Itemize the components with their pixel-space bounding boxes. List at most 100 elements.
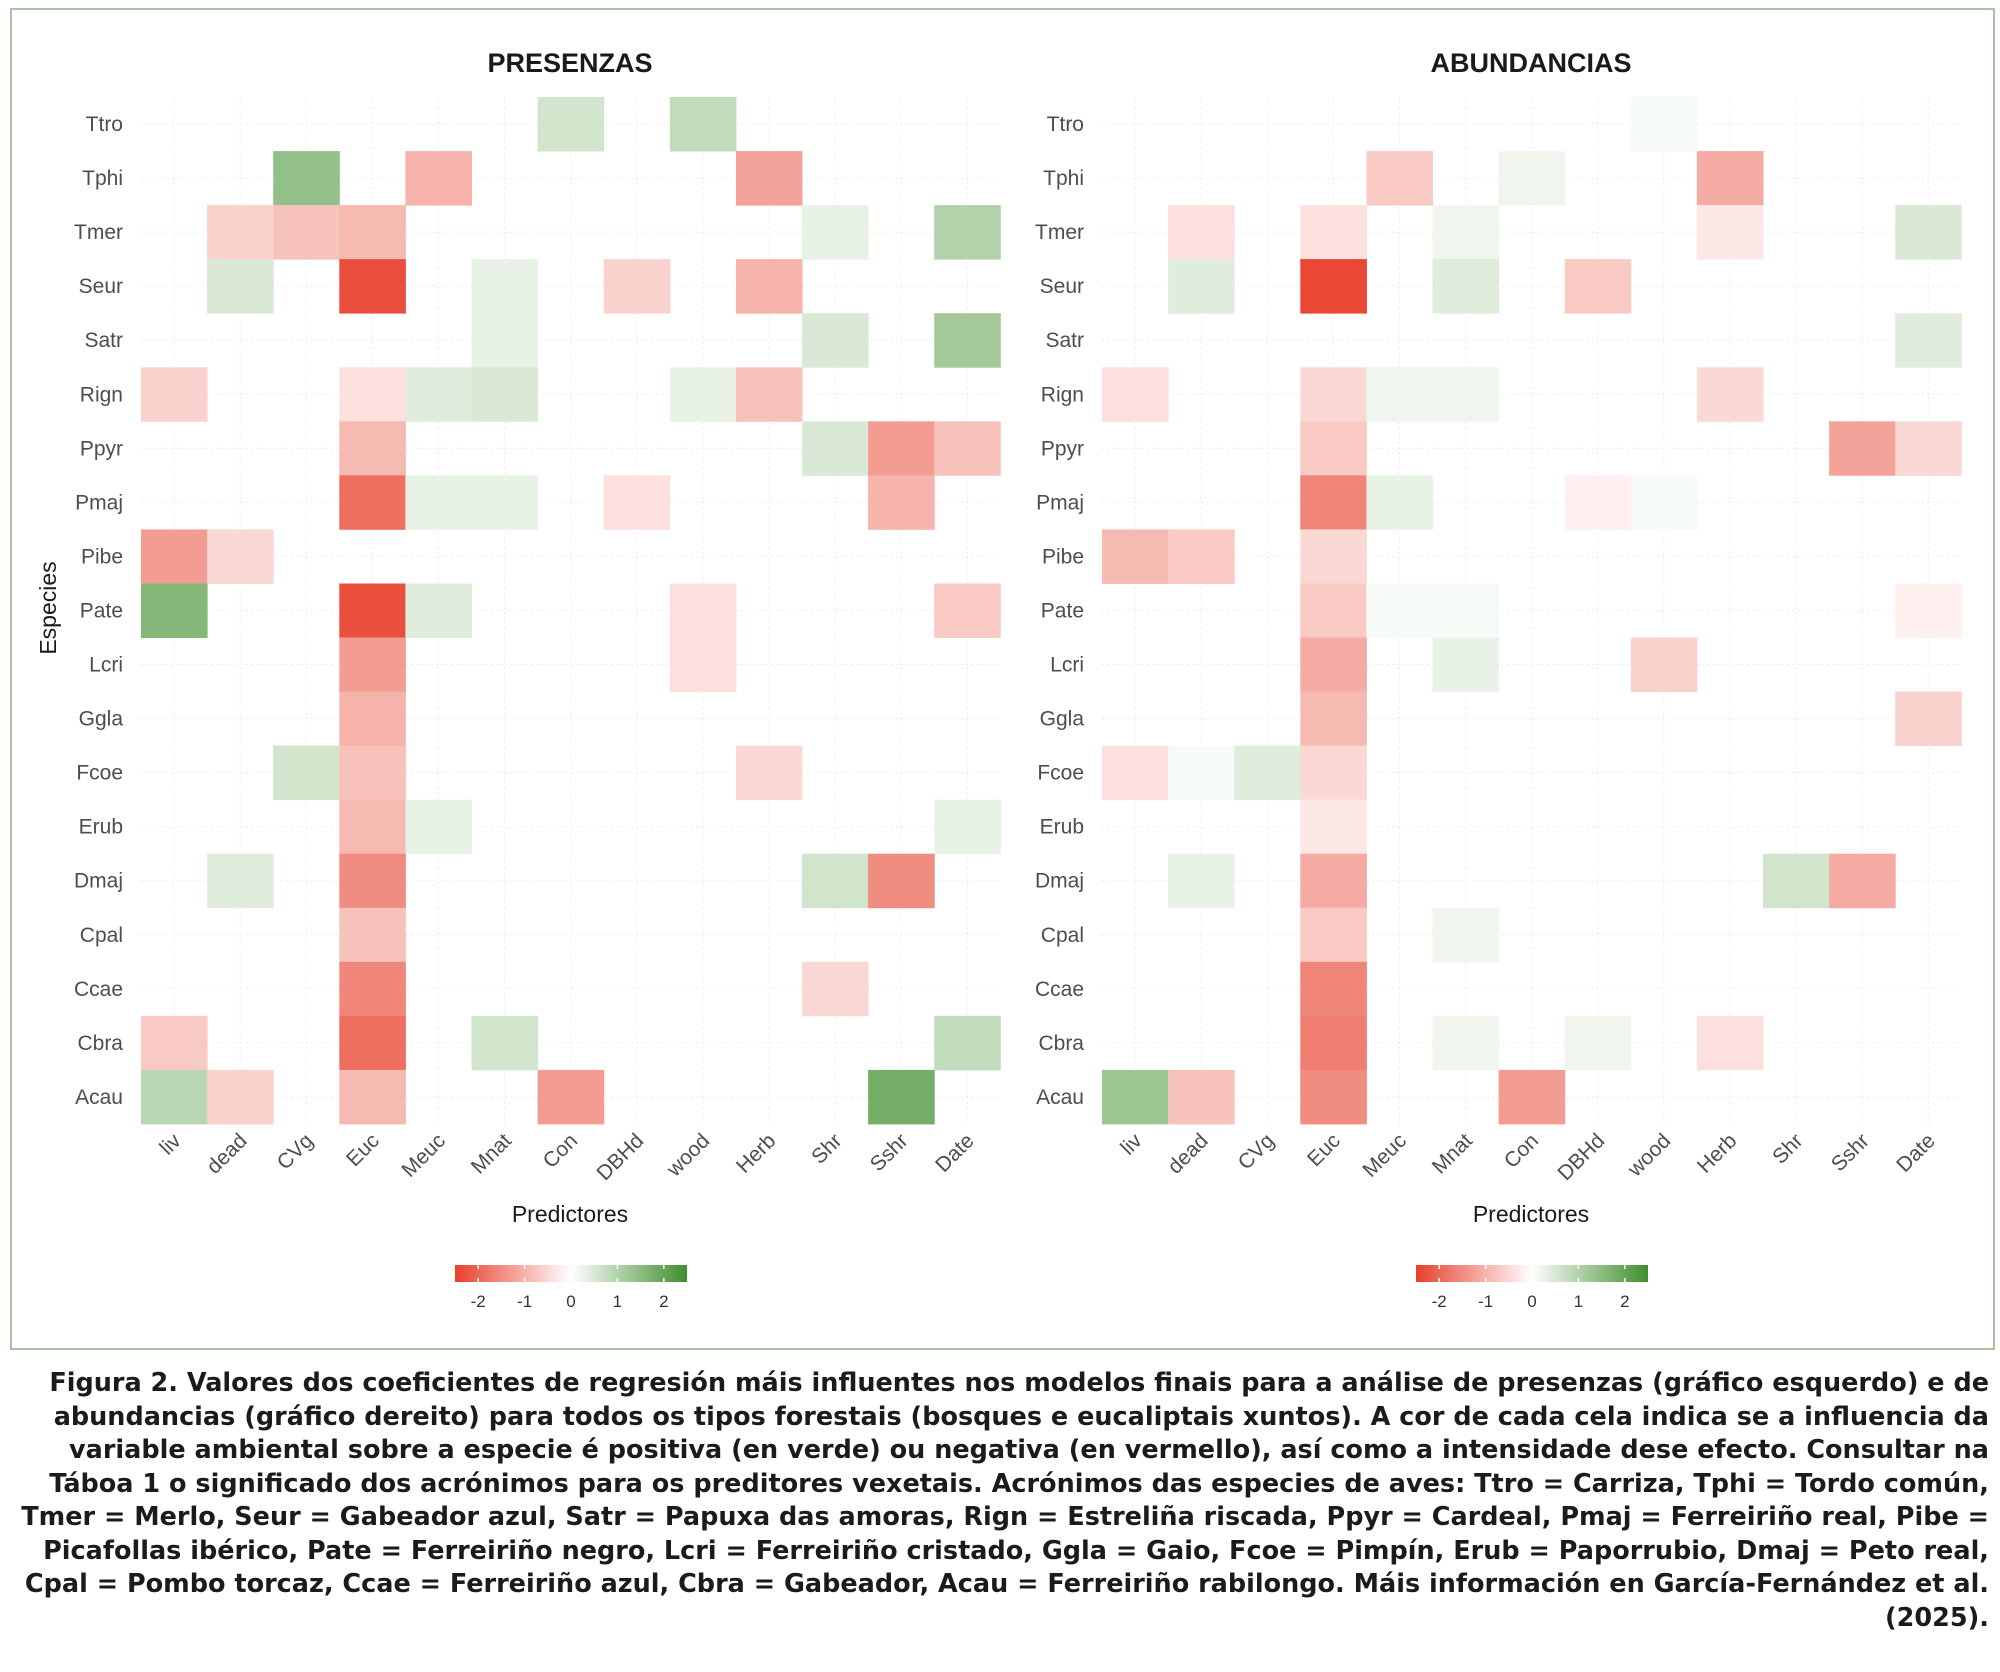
heatmap-cell — [339, 1015, 406, 1071]
colorbar — [1416, 1265, 1648, 1282]
heatmap-cell — [1366, 583, 1433, 638]
heatmap-cell — [868, 1069, 935, 1125]
heatmap-cell — [802, 313, 869, 368]
x-tick-label: DBHd — [592, 1129, 648, 1185]
heatmap-cell — [735, 745, 803, 801]
heatmap-cell — [934, 583, 1001, 638]
y-axis-label: Especies — [35, 561, 61, 654]
heatmap-cell — [141, 1015, 208, 1071]
y-tick-label: Ccae — [74, 978, 123, 1001]
heatmap-cell — [339, 637, 406, 692]
heatmap-cell — [1168, 745, 1235, 801]
x-tick-label: dead — [202, 1129, 251, 1178]
y-tick-label: Cbra — [77, 1032, 123, 1055]
heatmap-cell — [1366, 367, 1433, 422]
heatmap-cell — [141, 367, 208, 422]
heatmap-cell — [1300, 475, 1367, 530]
heatmap-cell — [207, 259, 274, 314]
colorbar-tick-label: -1 — [517, 1292, 532, 1311]
x-tick-label: liv — [1116, 1129, 1147, 1160]
y-tick-label: Satr — [84, 329, 123, 352]
heatmap-cell — [669, 367, 737, 422]
heatmap-cell — [339, 799, 406, 855]
heatmap-cell — [868, 421, 935, 476]
heatmap-cell — [1432, 1015, 1500, 1071]
heatmap-cell — [1630, 637, 1698, 692]
heatmap-cell — [669, 637, 737, 692]
heatmap-cell — [802, 961, 869, 1017]
y-tick-label: Erub — [79, 816, 123, 839]
colorbar-tick-label: 1 — [1574, 1292, 1583, 1311]
heatmap-cell — [1366, 151, 1433, 206]
x-tick-label: Mnat — [1428, 1129, 1477, 1178]
y-tick-label: Cpal — [1041, 924, 1084, 947]
y-tick-label: Ggla — [79, 708, 124, 731]
x-tick-label: Mnat — [467, 1129, 516, 1178]
heatmap-cell — [339, 691, 406, 746]
heatmap-cell — [339, 367, 406, 422]
y-tick-label: Ttro — [86, 113, 123, 136]
heatmap-cell — [339, 205, 406, 260]
x-tick-label: Con — [539, 1129, 583, 1173]
heatmap-cell — [1234, 745, 1301, 801]
y-tick-label: Rign — [1041, 383, 1084, 406]
heatmap-cell — [1895, 205, 1962, 260]
figure-caption: Figura 2. Valores dos coeficientes de re… — [21, 1368, 1989, 1633]
heatmap-cell — [1300, 529, 1367, 584]
y-tick-label: Tmer — [1035, 221, 1084, 244]
y-tick-label: Tphi — [82, 167, 123, 190]
heatmap-cell — [339, 853, 406, 909]
heatmap-cell — [934, 421, 1001, 476]
heatmap-cell — [934, 799, 1001, 855]
x-tick-label: Euc — [342, 1129, 384, 1171]
y-tick-label: Fcoe — [76, 762, 123, 785]
x-tick-label: DBHd — [1553, 1129, 1609, 1185]
heatmap-cell — [934, 1015, 1001, 1071]
heatmap-cell — [1168, 529, 1235, 584]
heatmap-cell — [1168, 259, 1235, 314]
heatmap-cell — [735, 367, 803, 422]
y-tick-label: Pate — [80, 600, 123, 623]
y-tick-label: Ppyr — [80, 437, 123, 460]
heatmap-cell — [669, 97, 737, 152]
heatmap-cell — [339, 1069, 406, 1125]
heatmap-cell — [1564, 259, 1632, 314]
heatmap-cell — [934, 205, 1001, 260]
chart-title: PRESENZAS — [487, 48, 652, 78]
heatmap-cell — [934, 313, 1001, 368]
y-tick-label: Seur — [79, 275, 123, 298]
heatmap-cell — [207, 205, 274, 260]
heatmap-cell — [1168, 853, 1235, 909]
y-tick-label: Pmaj — [75, 491, 123, 514]
x-tick-label: Meuc — [397, 1129, 450, 1182]
heatmap-cell — [339, 961, 406, 1017]
y-tick-label: Tphi — [1043, 167, 1084, 190]
heatmap-cell — [603, 475, 671, 530]
heatmap-cell — [1432, 367, 1500, 422]
heatmap-cell — [1300, 1015, 1367, 1071]
x-tick-label: dead — [1163, 1129, 1212, 1178]
x-tick-label: CVg — [1234, 1129, 1279, 1174]
heatmap-cell — [1102, 745, 1169, 801]
heatmap-cell — [1630, 475, 1698, 530]
heatmap-cell — [1763, 853, 1830, 909]
y-tick-label: Pmaj — [1036, 491, 1084, 514]
colorbar-tick-label: 0 — [1527, 1292, 1536, 1311]
colorbar — [455, 1265, 687, 1282]
y-tick-label: Lcri — [89, 654, 123, 677]
x-tick-label: wood — [1623, 1129, 1675, 1181]
heatmap-cell — [1300, 421, 1367, 476]
y-tick-label: Dmaj — [1035, 870, 1084, 893]
y-tick-label: Ccae — [1035, 978, 1084, 1001]
x-tick-label: Sshr — [1827, 1129, 1874, 1176]
heatmap-cell — [1300, 583, 1367, 638]
heatmap-cell — [405, 151, 472, 206]
heatmap-cell — [669, 583, 737, 638]
y-tick-label: Cbra — [1038, 1032, 1084, 1055]
heatmap-cell — [1300, 853, 1367, 909]
heatmap-cell — [471, 475, 539, 530]
heatmap-cell — [207, 1069, 274, 1125]
y-tick-label: Erub — [1040, 816, 1084, 839]
heatmap-cell — [1300, 205, 1367, 260]
heatmap-cell — [1432, 907, 1500, 963]
